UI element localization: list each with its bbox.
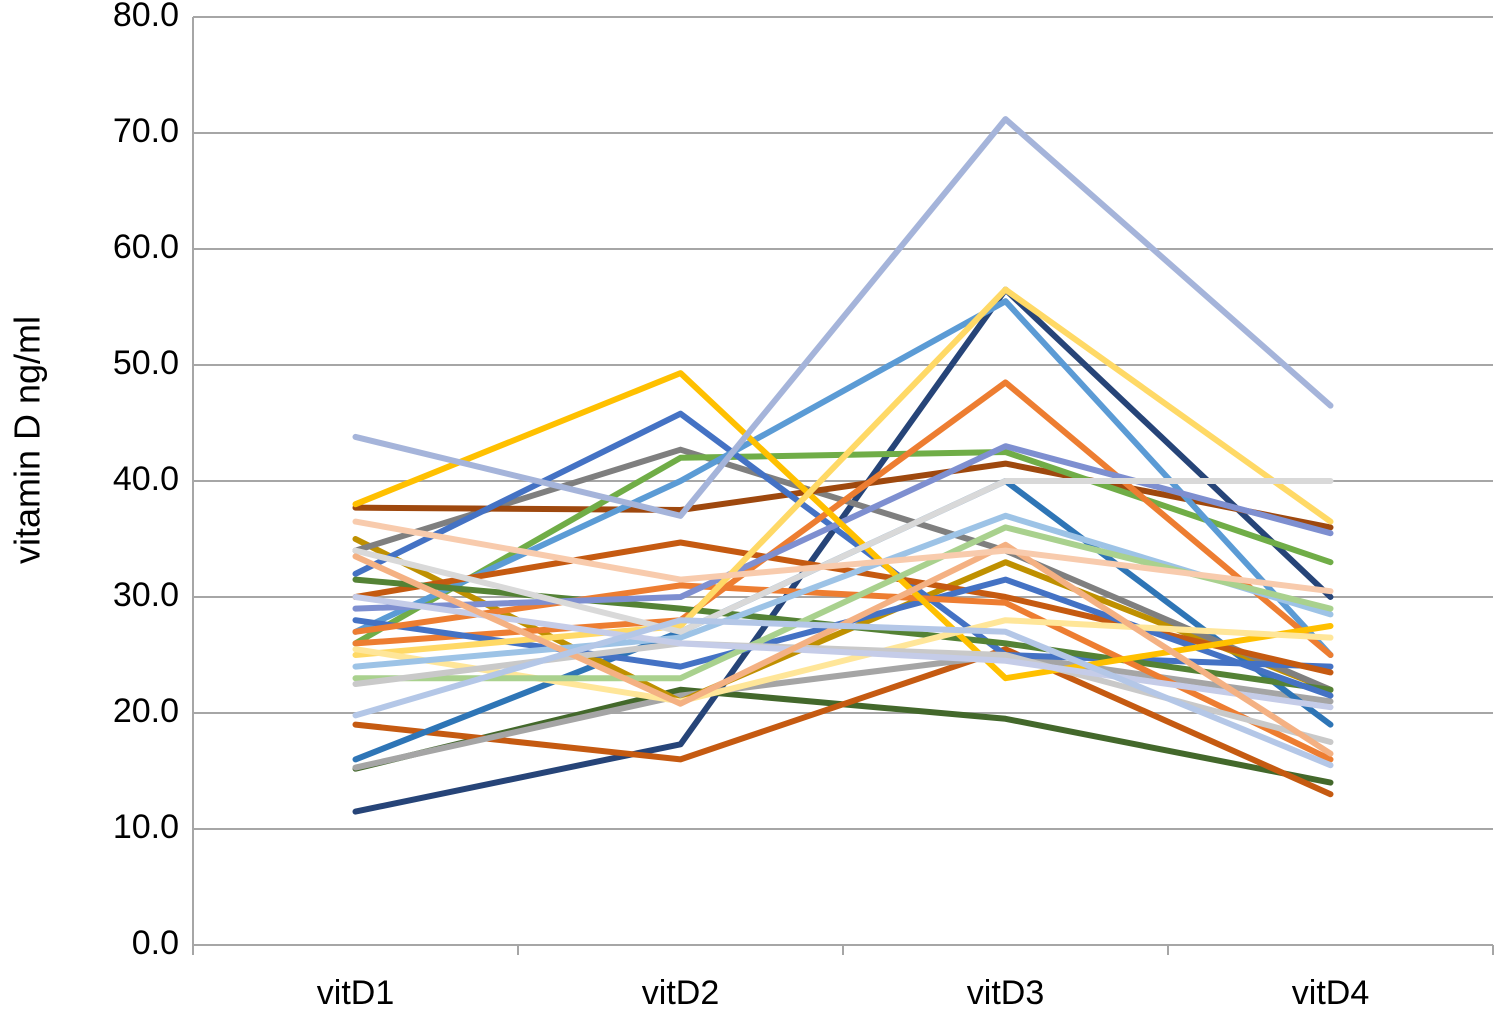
series-line — [352, 518, 1334, 595]
y-tick-label: 30.0 — [113, 576, 179, 614]
y-tick-label: 80.0 — [113, 0, 179, 34]
y-tick-label: 10.0 — [113, 808, 179, 846]
x-tick-label: vitD4 — [1292, 974, 1369, 1012]
x-tick-label: vitD2 — [642, 974, 719, 1012]
y-tick-label: 60.0 — [113, 228, 179, 266]
series-line — [352, 594, 1334, 711]
series-line — [352, 460, 1334, 531]
series-line — [352, 116, 1334, 519]
series-line — [352, 646, 1334, 798]
series-line — [352, 410, 1334, 670]
series-line — [352, 286, 1334, 658]
x-tick-label: vitD3 — [967, 974, 1044, 1012]
y-tick-label: 0.0 — [132, 924, 179, 962]
y-tick-label: 20.0 — [113, 692, 179, 730]
x-tick-label: vitD1 — [317, 974, 394, 1012]
series-line — [352, 286, 1334, 815]
series-line — [352, 478, 1334, 635]
y-axis-label: vitamin D ng/ml — [7, 316, 48, 564]
y-tick-label: 70.0 — [113, 112, 179, 150]
series-line — [352, 617, 1334, 769]
y-tick-label: 40.0 — [113, 460, 179, 498]
y-tick-label: 50.0 — [113, 344, 179, 382]
